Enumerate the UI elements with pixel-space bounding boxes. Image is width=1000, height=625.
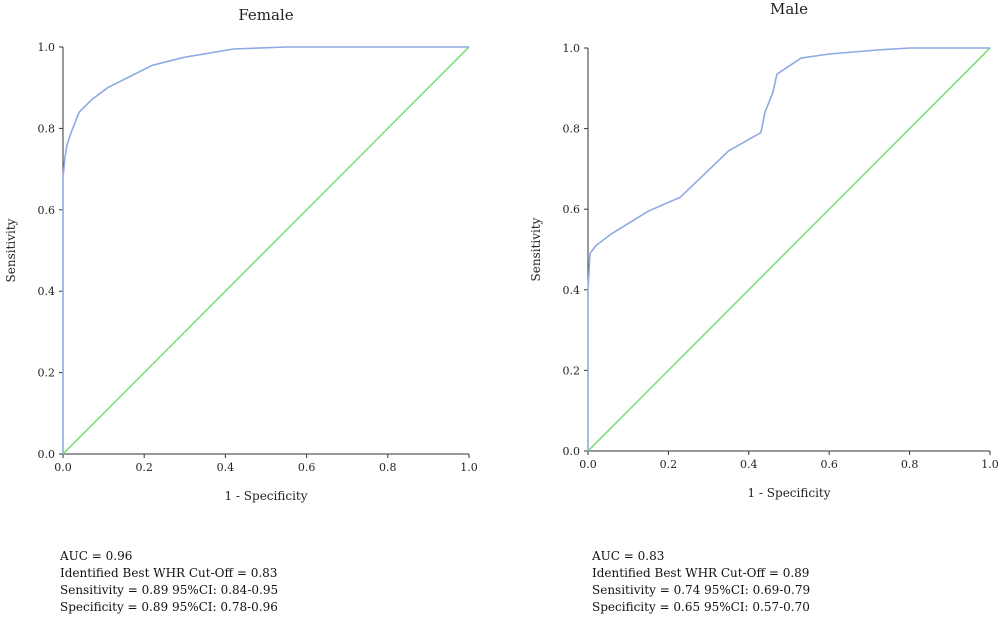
female-roc-line (62, 46, 469, 454)
male-chart-title: Male (770, 0, 808, 18)
female-x-tick-label: 0.4 (217, 461, 235, 474)
female-x-tick-label: 1.0 (460, 461, 478, 474)
male-y-tick-label: 0.6 (563, 203, 581, 216)
male-specificity: Specificity = 0.65 95%CI: 0.57-0.70 (592, 600, 810, 614)
male-auc: AUC = 0.83 (592, 549, 665, 563)
female-y-tick-label: 0.0 (38, 448, 56, 461)
female-auc: AUC = 0.96 (60, 549, 133, 563)
male-y-tick-label: 1.0 (563, 42, 581, 55)
male-y-tick-label: 0.4 (563, 284, 581, 297)
female-chart-title: Female (238, 6, 293, 24)
male-x-tick-label: 0.2 (660, 458, 678, 471)
male-stats: AUC = 0.83 Identified Best WHR Cut-Off =… (592, 548, 810, 616)
female-y-tick-label: 0.4 (38, 285, 56, 298)
male-y-tick-label: 0.8 (563, 123, 581, 136)
female-specificity: Specificity = 0.89 95%CI: 0.78-0.96 (60, 600, 278, 614)
female-y-tick-label: 0.8 (38, 122, 56, 135)
female-x-tick-label: 0.8 (379, 461, 397, 474)
female-reference-line (62, 46, 470, 455)
female-y-axis-label: Sensitivity (4, 218, 18, 282)
male-sensitivity: Sensitivity = 0.74 95%CI: 0.69-0.79 (592, 583, 811, 597)
female-sensitivity: Sensitivity = 0.89 95%CI: 0.84-0.95 (60, 583, 279, 597)
female-cutoff: Identified Best WHR Cut-Off = 0.83 (60, 566, 278, 580)
male-roc-line (587, 47, 990, 451)
male-y-axis-label: Sensitivity (529, 217, 543, 281)
male-cutoff: Identified Best WHR Cut-Off = 0.89 (592, 566, 810, 580)
male-x-tick-label: 1.0 (981, 458, 999, 471)
female-y-tick-label: 0.2 (38, 367, 56, 380)
female-x-tick-label: 0.6 (298, 461, 316, 474)
female-y-tick-label: 1.0 (38, 41, 56, 54)
female-x-tick-label: 0.0 (54, 461, 72, 474)
male-y-tick-label: 0.0 (563, 445, 581, 458)
male-reference-line (587, 47, 991, 452)
female-x-tick-label: 0.2 (135, 461, 153, 474)
male-x-tick-label: 0.8 (901, 458, 919, 471)
male-y-tick-label: 0.2 (563, 364, 581, 377)
male-x-tick-label: 0.6 (820, 458, 838, 471)
male-x-tick-label: 0.4 (740, 458, 758, 471)
female-y-tick-label: 0.6 (38, 204, 56, 217)
male-x-axis-label: 1 - Specificity (747, 486, 830, 500)
female-x-axis-label: 1 - Specificity (224, 489, 307, 503)
female-stats: AUC = 0.96 Identified Best WHR Cut-Off =… (60, 548, 278, 616)
male-x-tick-label: 0.0 (579, 458, 597, 471)
